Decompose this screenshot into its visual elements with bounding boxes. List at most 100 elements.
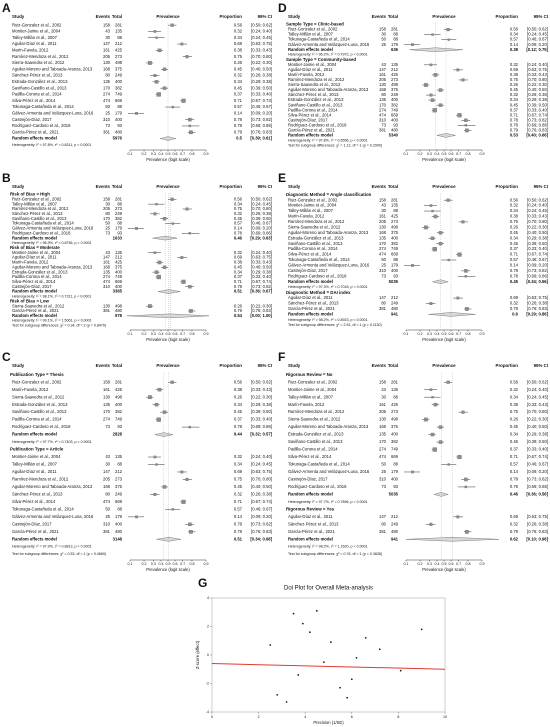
point	[420, 628, 423, 631]
study-name: Ramírez-Mendoza et al., 2012	[288, 409, 345, 414]
x-axis-label: Prevalence (logit scale)	[422, 337, 466, 342]
proportion: 0.75	[510, 409, 519, 414]
point	[285, 701, 288, 703]
study-square	[429, 302, 433, 305]
events: 130	[103, 60, 111, 65]
total: 273	[391, 219, 399, 224]
ci-label: [0.76; 0.83]	[527, 306, 548, 311]
events: 80	[105, 211, 110, 216]
study-name: Talley-Millán et al., 2007	[288, 394, 334, 399]
ci-label: [0.24; 0.45]	[251, 462, 272, 467]
x-tick-label: 0.2	[142, 332, 147, 336]
study-square	[153, 492, 157, 496]
ci-label: [0.67; 0.74]	[527, 252, 548, 257]
proportion: 0.34	[510, 32, 519, 37]
ci-label: [0.70; 0.80]	[527, 77, 548, 82]
study-name: Castrejón-Díaz, 2017	[12, 117, 52, 122]
events: 168	[103, 66, 111, 71]
ci-label: [0.63; 0.75]	[251, 41, 272, 46]
proportion: 0.38	[234, 387, 243, 392]
x-tick-label: 0.7	[456, 332, 461, 336]
events: 135	[103, 402, 111, 407]
proportion: 0.34	[510, 432, 519, 437]
ci-label: [0.24; 0.40]	[527, 387, 548, 392]
total: 425	[391, 72, 399, 77]
total: 382	[115, 216, 123, 221]
proportion: 0.32	[234, 454, 243, 459]
total: 382	[115, 85, 123, 90]
total: 273	[115, 54, 123, 59]
column-header: Events	[372, 363, 387, 368]
study-name: García-Pérez et al., 2021	[288, 529, 335, 534]
proportion: 0.45	[234, 264, 243, 269]
study-name: Rodríguez-Cardoso et al., 2018	[288, 484, 347, 489]
x-tick-label: 0.9	[480, 152, 485, 156]
events: 474	[103, 279, 111, 284]
proportion: 0.38	[510, 402, 519, 407]
study-name: Sierra-Saavedra et al., 2012	[12, 60, 65, 65]
events: 381	[379, 529, 387, 534]
study-name: Estrada-González et al., 2013	[288, 432, 344, 437]
study-square	[438, 88, 443, 92]
proportion: 0.14	[510, 469, 519, 474]
pooled-total: 941	[391, 536, 399, 541]
events: 168	[379, 424, 387, 429]
study-square	[153, 212, 157, 216]
column-header: Total	[388, 14, 398, 19]
study-square	[430, 432, 435, 437]
column-header: 95% CI	[258, 14, 272, 19]
x-tick-label: 0.8	[465, 152, 470, 156]
study-name: Tokunaga-Castañeda et al., 2014	[288, 37, 350, 42]
x-tick-label: 0.3	[151, 562, 156, 566]
study-square	[465, 530, 469, 534]
proportion: 0.37	[234, 274, 243, 279]
events: 25	[105, 226, 110, 231]
study-name: Ramírez-Mendoza et al., 2012	[288, 77, 345, 82]
study-square	[430, 236, 435, 240]
study-square	[188, 425, 192, 429]
subgroup-title: Publication Type = Thesis	[10, 372, 64, 377]
subgroup-title: Risk of Bias = Moderate	[10, 245, 60, 250]
ci-label: [0.09; 0.20]	[251, 514, 272, 519]
x-tick-label: 4	[304, 715, 306, 719]
study-name: Saviñano-Castillo et al., 2013	[12, 85, 67, 90]
x-tick-label: 0.3	[427, 332, 432, 336]
events: 158	[103, 196, 111, 201]
study-square	[424, 417, 428, 422]
total: 425	[115, 260, 123, 265]
proportion: 0.14	[510, 42, 519, 47]
ci-label: [0.50; 0.62]	[251, 196, 272, 201]
events: 274	[379, 107, 387, 112]
study-name: Silva-Pérez et al., 2014	[12, 499, 56, 504]
proportion: 0.56	[510, 197, 519, 202]
x-tick-label: 0.8	[189, 332, 194, 336]
column-header: 95% CI	[534, 363, 548, 368]
proportion: 0.14	[234, 514, 243, 519]
total: 88	[117, 462, 122, 467]
total: 400	[115, 521, 123, 526]
pooled-diamond	[436, 133, 456, 138]
total: 480	[391, 529, 399, 534]
study-name: Gálvez-Armenta and Velázquez-Luna, 2016	[12, 226, 94, 231]
ci-label: [0.69; 0.86]	[527, 484, 548, 489]
study-square	[153, 455, 157, 459]
column-header: Study	[288, 363, 301, 368]
total: 498	[391, 82, 399, 87]
total: 480	[391, 306, 399, 311]
events: 135	[103, 269, 111, 274]
study-square	[433, 214, 438, 219]
ci-label: [0.39; 0.50]	[251, 216, 272, 221]
x-tick-label: 0.4	[434, 562, 439, 566]
proportion: 0.78	[510, 117, 519, 122]
proportion: 0.32	[510, 92, 519, 97]
study-square	[171, 105, 174, 109]
study-name: Aguilar-Moreno and Taboada-Aranza, 2013	[12, 66, 93, 71]
proportion: 0.37	[510, 107, 519, 112]
study-name: Montier-Jaime et al., 2004	[288, 387, 337, 392]
study-name: Ramírez-Mendoza et al., 2012	[12, 477, 69, 482]
total: 179	[391, 469, 399, 474]
point	[297, 674, 300, 676]
total: 212	[115, 41, 123, 46]
study-square	[433, 73, 438, 77]
total: 135	[391, 203, 399, 208]
